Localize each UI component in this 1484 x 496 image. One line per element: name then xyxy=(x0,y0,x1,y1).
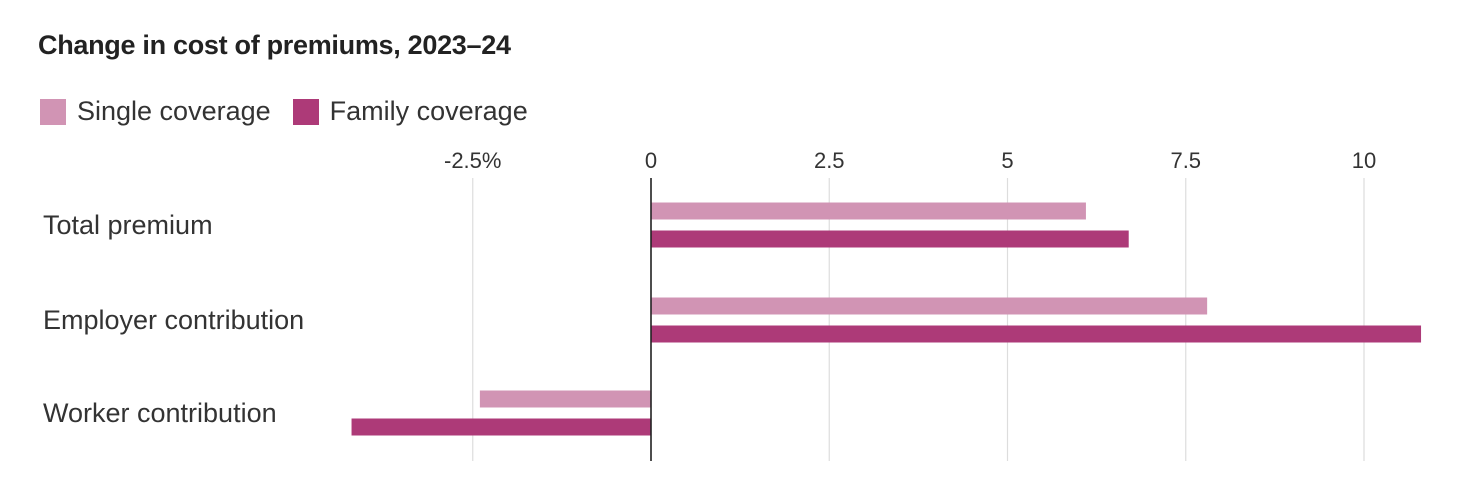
bars xyxy=(351,202,1422,436)
category-label: Employer contribution xyxy=(43,305,304,335)
x-tick-label: 7.5 xyxy=(1170,148,1201,173)
x-tick-label: 0 xyxy=(645,148,657,173)
bar-family-coverage-employer-contribution xyxy=(651,325,1422,343)
x-tick-label: 10 xyxy=(1352,148,1376,173)
x-tick-label: -2.5% xyxy=(444,148,501,173)
bar-family-coverage-total-premium xyxy=(651,230,1129,248)
x-axis-ticks: -2.5% 0 2.5 5 7.5 10 xyxy=(444,148,1376,173)
legend-item-single-coverage: Single coverage xyxy=(40,96,271,127)
legend-swatch-family-coverage xyxy=(292,98,319,125)
legend-item-family-coverage: Family coverage xyxy=(292,96,528,127)
bar-family-coverage-worker-contribution xyxy=(351,418,651,436)
category-label: Total premium xyxy=(43,210,213,240)
chart-title: Change in cost of premiums, 2023–24 xyxy=(38,30,511,60)
legend: Single coverage Family coverage xyxy=(40,96,550,127)
legend-swatch-single-coverage xyxy=(40,98,66,125)
category-label: Worker contribution xyxy=(43,398,277,428)
category-labels: Total premium Employer contribution Worker… xyxy=(43,210,304,428)
gridlines xyxy=(472,178,1365,461)
legend-label-single-coverage: Single coverage xyxy=(77,96,271,126)
bar-single-coverage-worker-contribution xyxy=(479,390,651,408)
x-tick-label: 5 xyxy=(1001,148,1013,173)
x-tick-label: 2.5 xyxy=(814,148,845,173)
bar-single-coverage-total-premium xyxy=(651,202,1086,220)
bar-single-coverage-employer-contribution xyxy=(651,297,1208,315)
legend-label-family-coverage: Family coverage xyxy=(329,96,528,126)
